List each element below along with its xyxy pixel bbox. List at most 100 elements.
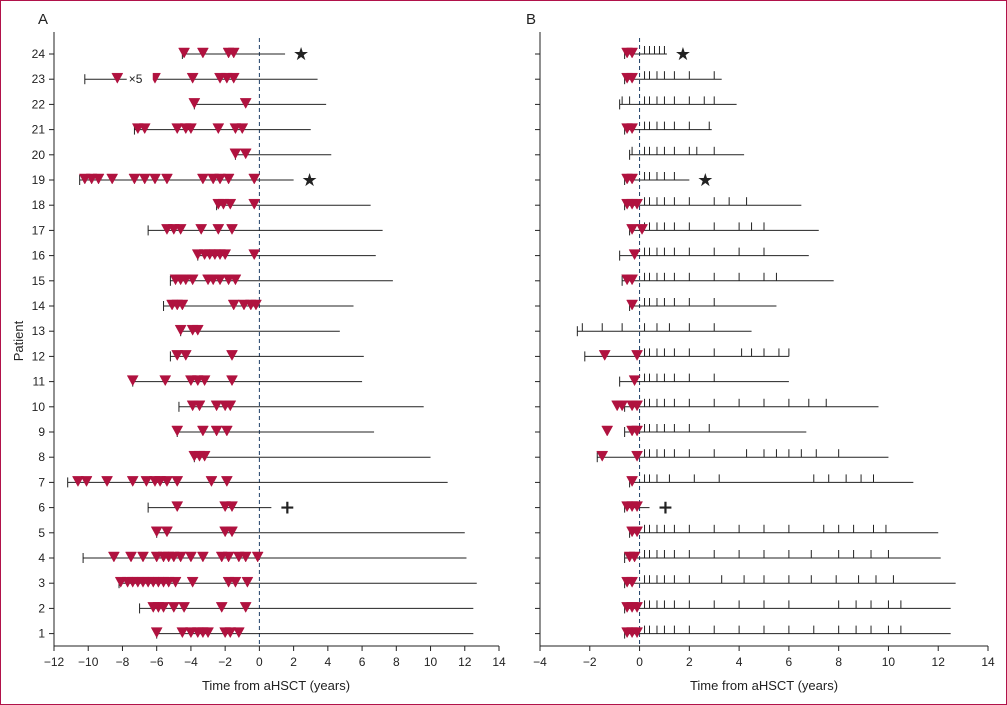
patient-label: 4 [38, 551, 45, 565]
death-marker: ★ [293, 44, 309, 65]
relapse-marker [169, 576, 182, 588]
a-x-tick-label: −4 [184, 655, 198, 669]
panel-b: B Time from aHSCT (years) −4 −2 0 2 4 6 8 10 12 1… [526, 11, 995, 693]
relapse-marker [631, 350, 643, 361]
relapse-marker [229, 148, 242, 160]
b-x-tick-label: −4 [533, 655, 547, 669]
relapse-marker [150, 627, 163, 639]
panel-a-x-axis-label: Time from aHSCT (years) [202, 678, 350, 693]
relapse-marker [196, 551, 209, 563]
relapse-marker [631, 400, 643, 412]
b-x-tick-label: 12 [932, 655, 946, 669]
relapse-marker [626, 576, 639, 588]
relapse-marker [138, 173, 151, 185]
a-x-tick-label: 4 [325, 655, 332, 669]
relapse-marker [224, 400, 237, 412]
relapse-marker [226, 350, 238, 361]
relapse-marker [195, 224, 208, 235]
relapse-marker [631, 425, 643, 437]
relapse-marker [111, 72, 124, 84]
patient-label: 8 [38, 450, 45, 464]
relapse-marker [157, 602, 170, 613]
relapse-marker [202, 627, 214, 639]
relapse-marker [101, 476, 113, 487]
a-x-tick-label: −6 [150, 655, 164, 669]
relapse-marker [178, 47, 190, 59]
relapse-marker [631, 501, 643, 513]
relapse-marker [626, 224, 639, 235]
relapse-marker [248, 173, 261, 185]
a-x-tick-label: 14 [492, 655, 506, 669]
relapse-marker [140, 476, 153, 487]
relapse-marker [598, 350, 611, 361]
panel-a: A Time from aHSCT (years) Patient −12 −10… [11, 11, 506, 693]
death-marker: + [658, 497, 674, 519]
patient-label: 11 [33, 375, 46, 389]
relapse-count-note: ×5 [129, 72, 143, 86]
relapse-marker [601, 425, 614, 437]
relapse-marker [626, 123, 639, 135]
relapse-marker [161, 476, 173, 487]
patient-label: 24 [32, 47, 46, 61]
relapse-marker [227, 47, 240, 59]
relapse-marker [138, 123, 151, 135]
relapse-marker [174, 551, 187, 563]
relapse-marker [107, 551, 120, 563]
relapse-marker [176, 299, 189, 311]
a-x-tick-label: −12 [44, 655, 65, 669]
relapse-marker [185, 551, 197, 563]
relapse-marker [186, 72, 199, 84]
relapse-marker [239, 551, 252, 563]
patient-label: 1 [38, 627, 45, 641]
relapse-marker [248, 249, 261, 261]
relapse-marker [626, 173, 639, 185]
b-x-tick-label: 10 [882, 655, 896, 669]
relapse-marker [72, 476, 84, 487]
note-bg [126, 72, 153, 86]
relapse-marker [161, 526, 173, 538]
relapse-marker [171, 476, 184, 487]
panel-b-label: B [526, 11, 536, 28]
relapse-marker [631, 198, 643, 210]
relapse-marker [628, 551, 641, 563]
patient-label: 19 [32, 173, 46, 187]
relapse-marker [128, 173, 141, 185]
patient-label: 13 [32, 324, 46, 338]
relapse-marker [150, 526, 163, 538]
relapse-marker [198, 450, 211, 462]
relapse-marker [248, 198, 261, 210]
relapse-marker [210, 425, 223, 437]
patient-label: 21 [32, 123, 46, 137]
relapse-marker [626, 72, 639, 84]
relapse-marker [80, 476, 93, 487]
relapse-marker [224, 198, 237, 210]
relapse-marker [198, 375, 211, 387]
relapse-marker [161, 173, 173, 185]
b-x-tick-label: 6 [786, 655, 793, 669]
relapse-marker [224, 627, 237, 639]
a-x-tick-label: −8 [116, 655, 130, 669]
a-x-tick-label: 0 [256, 655, 263, 669]
relapse-marker [210, 400, 223, 412]
relapse-marker [137, 551, 149, 563]
relapse-marker [125, 551, 137, 563]
relapse-marker [186, 576, 199, 588]
patient-label: 2 [38, 601, 45, 615]
a-x-tick-label: 2 [290, 655, 297, 669]
relapse-marker [212, 123, 225, 135]
relapse-marker [196, 425, 209, 437]
patient-label: 15 [32, 274, 46, 288]
relapse-marker [212, 224, 225, 235]
b-x-tick-label: 4 [736, 655, 743, 669]
relapse-marker [92, 173, 105, 185]
relapse-marker [226, 375, 238, 387]
panel-a-label: A [38, 11, 48, 28]
relapse-marker [178, 602, 190, 613]
relapse-marker [626, 476, 639, 487]
death-marker: ★ [675, 44, 691, 65]
relapse-marker [250, 299, 262, 311]
patient-label: 23 [32, 72, 46, 86]
relapse-marker [215, 602, 228, 613]
relapse-marker [232, 627, 245, 639]
